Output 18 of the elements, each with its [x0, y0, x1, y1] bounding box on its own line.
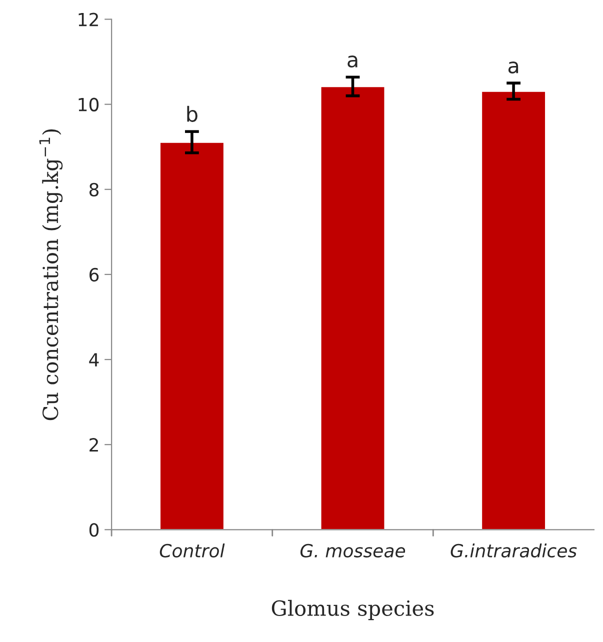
x-tick-label: G.intraradices	[450, 544, 577, 558]
bar	[159, 141, 225, 530]
annotation: a	[508, 62, 518, 74]
y-tick-label: 6	[90, 268, 99, 282]
bar	[480, 90, 546, 530]
y-tick-label: 8	[89, 182, 99, 197]
y-axis-title: Cu concentration (mg.kg$^{−1}$)	[39, 129, 63, 420]
y-tick-label: 0	[89, 523, 99, 537]
annotation: a	[348, 56, 358, 68]
y-tick-label: 12	[78, 12, 98, 26]
x-axis-title: Glomus species	[272, 600, 434, 620]
annotation: b	[187, 106, 198, 122]
y-tick-label: 2	[90, 438, 98, 452]
y-tick-label: 10	[78, 98, 99, 112]
x-tick-label: G. mosseae	[300, 544, 406, 558]
x-tick-label: Control	[160, 544, 225, 558]
y-tick-label: 4	[89, 353, 99, 366]
bar	[320, 86, 386, 530]
